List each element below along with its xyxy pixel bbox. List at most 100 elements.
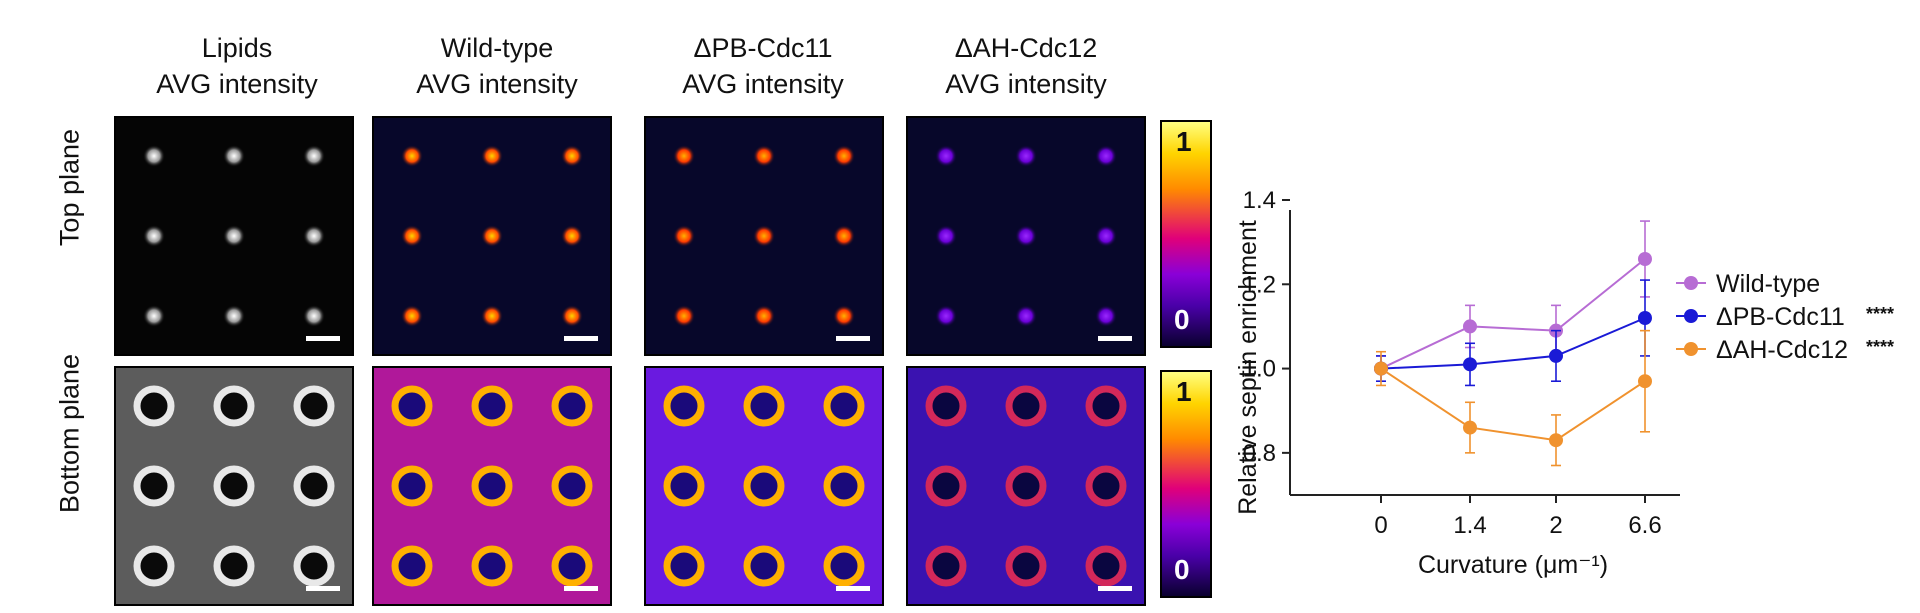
panel-wildtype-bottom [372,366,612,606]
spot [1015,305,1037,327]
spot [223,225,245,247]
ring [663,465,705,507]
spot [935,305,957,327]
legend-label: ΔPB-Cdc11 [1716,303,1845,331]
scale-bar [306,336,340,341]
spot [143,305,165,327]
title-line: ΔAH-Cdc12 [954,33,1098,63]
ring [471,465,513,507]
spot [303,145,325,167]
y-tick-label: 1.4 [1243,187,1276,214]
spot [673,305,695,327]
scale-bar [836,586,870,591]
spot [673,145,695,167]
title-line: AVG intensity [682,69,844,99]
spot [833,225,855,247]
panel-pb-bottom [644,366,884,606]
column-title-lipids: Lipids AVG intensity [107,30,367,102]
spot [143,145,165,167]
ring [471,385,513,427]
data-point [1463,420,1477,435]
y-tick-label: 1.0 [1243,356,1276,383]
chart-series [1374,220,1652,467]
ring [133,545,175,587]
spot [481,225,503,247]
panel-wildtype-top [372,116,612,356]
spot [561,145,583,167]
spot [1095,145,1117,167]
panel-ah-top [906,116,1146,356]
significance-label: **** [1866,304,1894,324]
spot [561,225,583,247]
panel-pb-top [644,116,884,356]
panel-lipids-top [114,116,354,356]
spot [753,145,775,167]
ring [391,385,433,427]
ring [133,465,175,507]
title-line: Lipids [201,33,273,63]
ring [1085,545,1127,587]
ring [743,465,785,507]
panel-lipids-bottom [114,366,354,606]
ring [551,465,593,507]
ring [551,545,593,587]
ring [925,465,967,507]
ring [1005,465,1047,507]
legend-marker [1684,276,1698,290]
title-line: AVG intensity [945,69,1107,99]
ring [293,545,335,587]
spot [935,145,957,167]
data-point [1463,357,1477,372]
spot [481,145,503,167]
ring [213,385,255,427]
ring [293,385,335,427]
x-tick-label: 0 [1374,512,1387,539]
series-line [1380,367,1646,442]
spot [401,145,423,167]
column-title-ah: ΔAH-Cdc12 AVG intensity [896,30,1156,102]
spot [401,225,423,247]
title-line: Wild-type [440,33,554,63]
ring [743,545,785,587]
scale-bar [564,586,598,591]
ring [1085,465,1127,507]
spot [1095,305,1117,327]
ring [1005,385,1047,427]
spot [561,305,583,327]
ring [391,545,433,587]
scale-bar [836,336,870,341]
spot [833,145,855,167]
legend-label: ΔAH-Cdc12 [1716,336,1848,364]
spot [143,225,165,247]
title-line: AVG intensity [156,69,318,99]
ring [1085,385,1127,427]
ring [1005,545,1047,587]
spot [935,225,957,247]
data-point [1638,252,1652,266]
scale-bar [564,336,598,341]
spot [1015,145,1037,167]
title-line: ΔPB-Cdc11 [693,33,833,63]
spot [753,225,775,247]
colorbar-bottom [1160,370,1212,598]
spot [303,305,325,327]
x-tick-label: 2 [1549,512,1562,539]
row-label-top-plane: Top plane [54,128,85,247]
ring [663,545,705,587]
data-point [1549,433,1563,448]
x-axis-label: Curvature (μm⁻¹) [1418,551,1608,579]
chart-axes: 0.8 1.0 1.2 1.4 0 1.4 2 6.6 Curvature (μm⁻¹) Rela… [1234,187,1680,579]
x-tick-label: 6.6 [1628,512,1661,539]
spot [481,305,503,327]
ring [925,385,967,427]
legend-label: Wild-type [1716,270,1820,298]
colorbar-bottom-min-label: 0 [1174,554,1190,585]
spot [1095,225,1117,247]
scale-bar [1098,586,1132,591]
row-label-bottom-plane: Bottom plane [54,353,85,514]
significance-label: **** [1866,337,1894,357]
chart-legend: Wild-type ΔPB-Cdc11 **** ΔAH-Cdc12 **** [1676,270,1894,364]
data-point [1549,348,1563,363]
x-tick-label: 1.4 [1453,512,1486,539]
colorbar-top-min-label: 0 [1174,304,1190,335]
